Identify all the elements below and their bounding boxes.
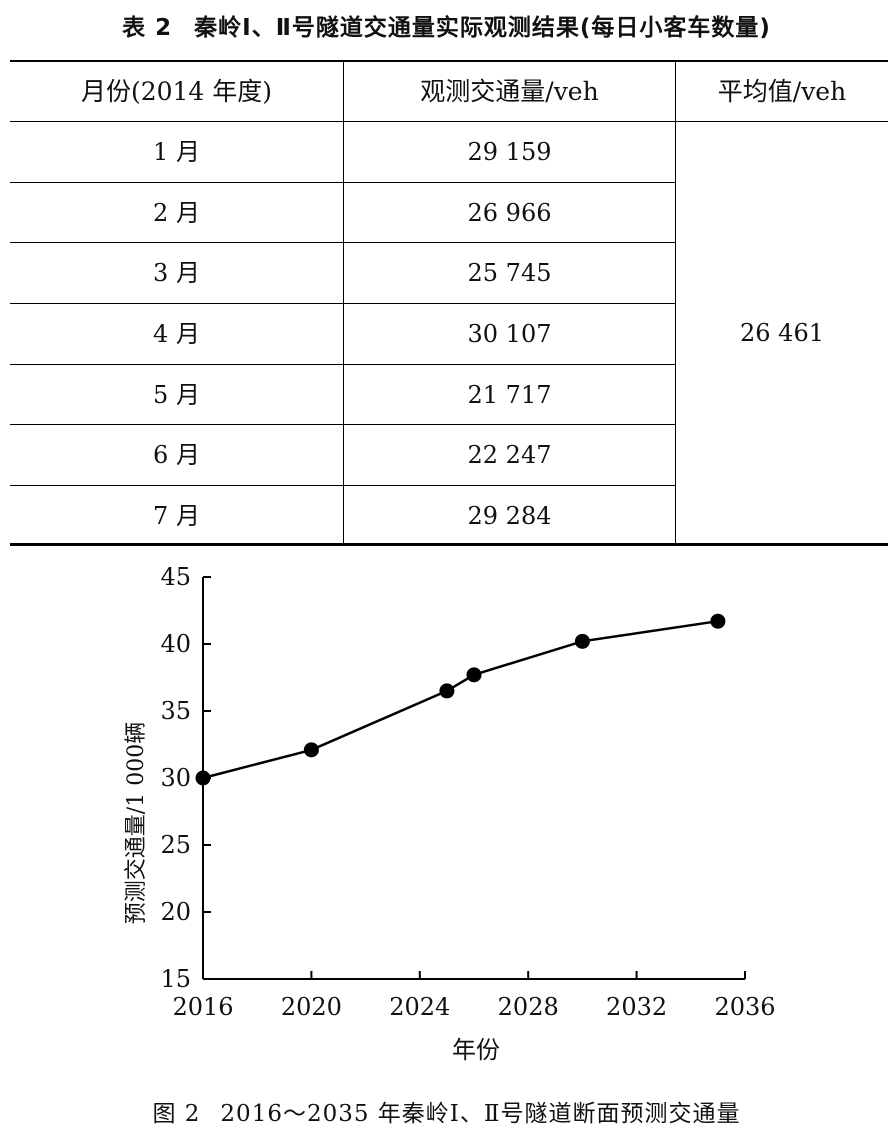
data-point	[439, 683, 455, 699]
data-point	[466, 667, 482, 683]
y-axis-label: 预测交通量/1 000辆	[124, 722, 149, 924]
table-header-volume: 观测交通量/veh	[420, 77, 599, 106]
table-bottom-rule	[10, 543, 888, 546]
x-tick-label: 2024	[389, 993, 450, 1021]
column-divider	[343, 62, 344, 543]
table-cell-month: 5 月	[153, 381, 200, 409]
table-header-month: 月份(2014 年度)	[80, 77, 273, 106]
data-point	[710, 613, 726, 629]
data-point	[195, 770, 211, 786]
table-title-text: 秦岭Ⅰ、Ⅱ号隧道交通量实际观测结果(每日小客车数量)	[194, 15, 771, 41]
table-cell-volume: 25 745	[467, 259, 552, 287]
table-cell-volume: 29 284	[467, 502, 552, 530]
table-cell-volume: 21 717	[467, 381, 552, 409]
row-divider	[10, 364, 675, 365]
y-tick-label: 25	[160, 831, 191, 859]
row-divider	[10, 303, 675, 304]
table-title: 表 2 秦岭Ⅰ、Ⅱ号隧道交通量实际观测结果(每日小客车数量)	[0, 8, 893, 42]
y-tick-label: 45	[160, 563, 191, 591]
row-divider	[10, 485, 675, 486]
data-point	[303, 742, 319, 758]
table-cell-month: 3 月	[153, 259, 200, 287]
table-cell-volume: 26 966	[467, 199, 552, 227]
average-value: 26 461	[740, 318, 824, 347]
table-header-average: 平均值/veh	[717, 77, 847, 106]
y-tick-label: 30	[160, 764, 191, 792]
series-line	[202, 619, 719, 780]
x-tick-label: 2020	[281, 993, 342, 1021]
x-axis-label: 年份	[452, 1036, 500, 1064]
table-cell-month: 2 月	[153, 199, 200, 227]
figure-caption: 图 2 2016～2035 年秦岭Ⅰ、Ⅱ号隧道断面预测交通量	[0, 1094, 893, 1128]
traffic-forecast-chart: 15 20 25 30 35 40 45 2016 2020 2024 2028 2032 2036 年…	[124, 563, 776, 1064]
figure-caption-text: 2016～2035 年秦岭Ⅰ、Ⅱ号隧道断面预测交通量	[220, 1101, 741, 1127]
table-cell-month: 1 月	[153, 138, 200, 166]
row-divider	[10, 242, 675, 243]
table-cell-month: 6 月	[153, 441, 200, 469]
y-tick-label: 20	[160, 898, 191, 926]
table-cell-average: 26 461	[676, 122, 888, 543]
table-cell-volume: 29 159	[467, 138, 552, 166]
x-tick-label: 2036	[714, 993, 775, 1021]
row-divider	[10, 424, 675, 425]
data-point	[574, 633, 590, 649]
table-cell-volume: 30 107	[467, 320, 552, 348]
table-top-rule	[10, 60, 888, 62]
x-tick-label: 2032	[606, 993, 667, 1021]
x-tick-label: 2028	[498, 993, 559, 1021]
y-tick-label: 15	[160, 965, 191, 993]
column-divider	[675, 62, 676, 543]
header-divider	[10, 121, 888, 122]
row-divider	[10, 182, 675, 183]
table-cell-month: 7 月	[153, 502, 200, 530]
y-tick-label: 35	[160, 697, 191, 725]
y-tick-label: 40	[160, 630, 191, 658]
table-label: 表 2	[122, 15, 173, 41]
table-cell-month: 4 月	[153, 320, 200, 348]
x-tick-label: 2016	[172, 993, 233, 1021]
figure-label: 图 2	[152, 1101, 201, 1127]
table-cell-volume: 22 247	[467, 441, 552, 469]
